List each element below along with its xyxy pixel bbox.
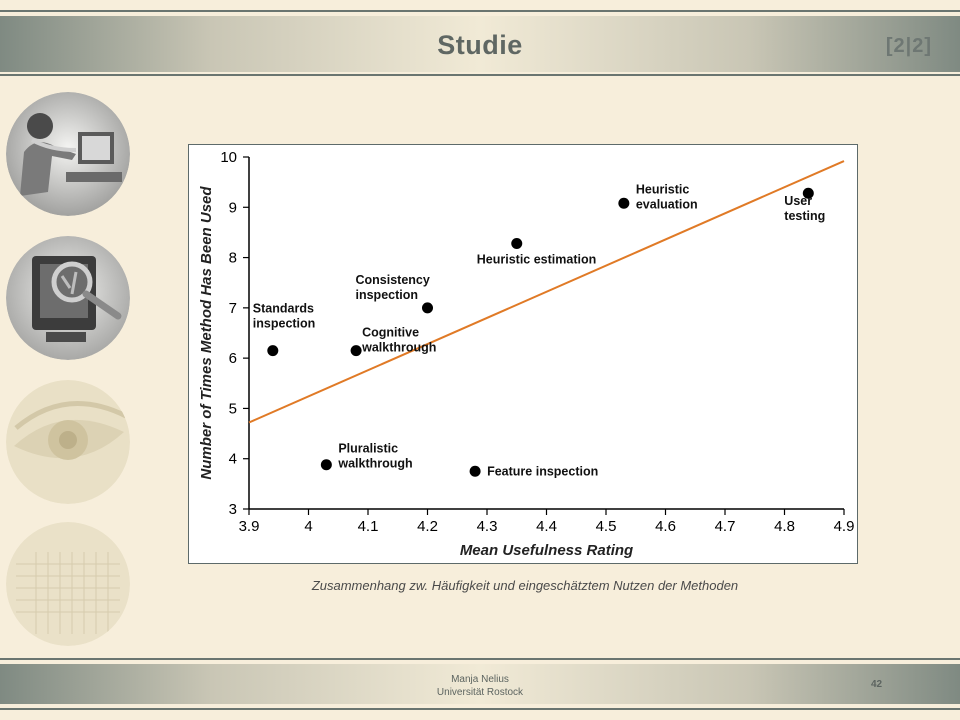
point-label: User testing	[784, 194, 825, 223]
point-label: Cognitive walkthrough	[361, 326, 436, 355]
x-tick-label: 4.1	[358, 518, 379, 535]
trend-line	[248, 160, 845, 424]
x-tick-label: 4.2	[417, 518, 438, 535]
point-label: Standards inspection	[253, 302, 316, 331]
y-axis-title: Number of Times Method Has Been Used	[198, 186, 215, 480]
data-point	[802, 187, 814, 199]
footer-rule-top	[0, 658, 960, 660]
data-point	[267, 345, 279, 357]
point-label-line: walkthrough	[337, 457, 412, 471]
eye-image	[6, 380, 130, 504]
x-tick-label: 4.9	[834, 518, 855, 535]
chart-caption: Zusammenhang zw. Häufigkeit und eingesch…	[311, 578, 739, 593]
data-point	[422, 302, 433, 314]
footer-author: Manja Nelius Universität Rostock	[0, 673, 960, 699]
point-label-line: User	[784, 194, 812, 208]
author-name: Manja Nelius	[451, 674, 509, 685]
x-tick-label: 4.6	[655, 518, 676, 535]
y-tick-label: 10	[220, 149, 237, 166]
point-label-line: testing	[784, 209, 825, 223]
x-tick-label: 3.9	[239, 518, 260, 535]
slide-pager: [2|2]	[885, 35, 932, 57]
point-label: Heuristic evaluation	[636, 182, 698, 211]
x-tick-label: 4.5	[596, 518, 617, 535]
y-tick-label: 4	[229, 451, 237, 468]
person-at-computer-image	[6, 92, 130, 216]
header-rule-bottom	[0, 74, 960, 76]
page-number: 42	[871, 679, 883, 690]
point-label: Heuristic estimation	[477, 252, 596, 266]
x-tick-label: 4.4	[536, 518, 557, 535]
x-tick-label: 4.8	[774, 518, 795, 535]
author-affiliation: Universität Rostock	[436, 687, 524, 698]
header-rule-top	[0, 10, 960, 12]
point-label-line: walkthrough	[361, 341, 436, 355]
x-tick-label: 4.7	[715, 518, 736, 535]
data-point	[511, 237, 523, 249]
scatter-chart: 3.9 4 4.1 4.2 4.3 4.4 4.5 4.6 4.7 4.8 4.9 3 4 5 6 7 8 9 10…	[198, 149, 855, 559]
y-tick-label: 9	[229, 199, 237, 216]
point-label-line: Heuristic estimation	[477, 252, 596, 266]
x-axis-title: Mean Usefulness Rating	[460, 542, 633, 559]
point-label-line: Consistency	[356, 273, 430, 287]
x-tick-label: 4	[304, 518, 312, 535]
point-label-line: Cognitive	[362, 326, 419, 340]
point-label-line: Standards	[253, 302, 314, 316]
slide-title: Studie	[437, 30, 523, 60]
point-label-line: inspection	[253, 317, 316, 331]
point-label-line: Pluralistic	[338, 442, 398, 456]
data-point	[618, 197, 630, 209]
chart-frame: 3.9 4 4.1 4.2 4.3 4.4 4.5 4.6 4.7 4.8 4.9 3 4 5 6 7 8 9 10…	[188, 144, 858, 564]
y-tick-label: 7	[229, 300, 237, 317]
x-tick-label: 4.3	[477, 518, 498, 535]
data-point	[469, 465, 481, 477]
footer-bar	[0, 664, 960, 704]
header-bar	[0, 16, 960, 72]
y-tick-label: 6	[229, 350, 237, 367]
footer-rule-bottom	[0, 708, 960, 710]
point-label-line: Feature inspection	[487, 464, 598, 478]
data-point	[320, 459, 332, 471]
y-tick-label: 3	[229, 501, 237, 518]
point-label-line: inspection	[356, 288, 419, 302]
point-label: Pluralistic walkthrough	[337, 442, 412, 471]
y-tick-label: 5	[229, 400, 237, 417]
point-label-line: evaluation	[636, 197, 698, 211]
monitor-magnifier-image	[6, 236, 130, 360]
y-tick-label: 8	[229, 250, 237, 267]
data-point	[350, 345, 362, 357]
point-label: Feature inspection	[487, 464, 598, 478]
point-label: Consistency inspection	[356, 273, 430, 302]
point-label-line: Heuristic	[636, 182, 690, 196]
number-grid-image	[6, 522, 130, 646]
